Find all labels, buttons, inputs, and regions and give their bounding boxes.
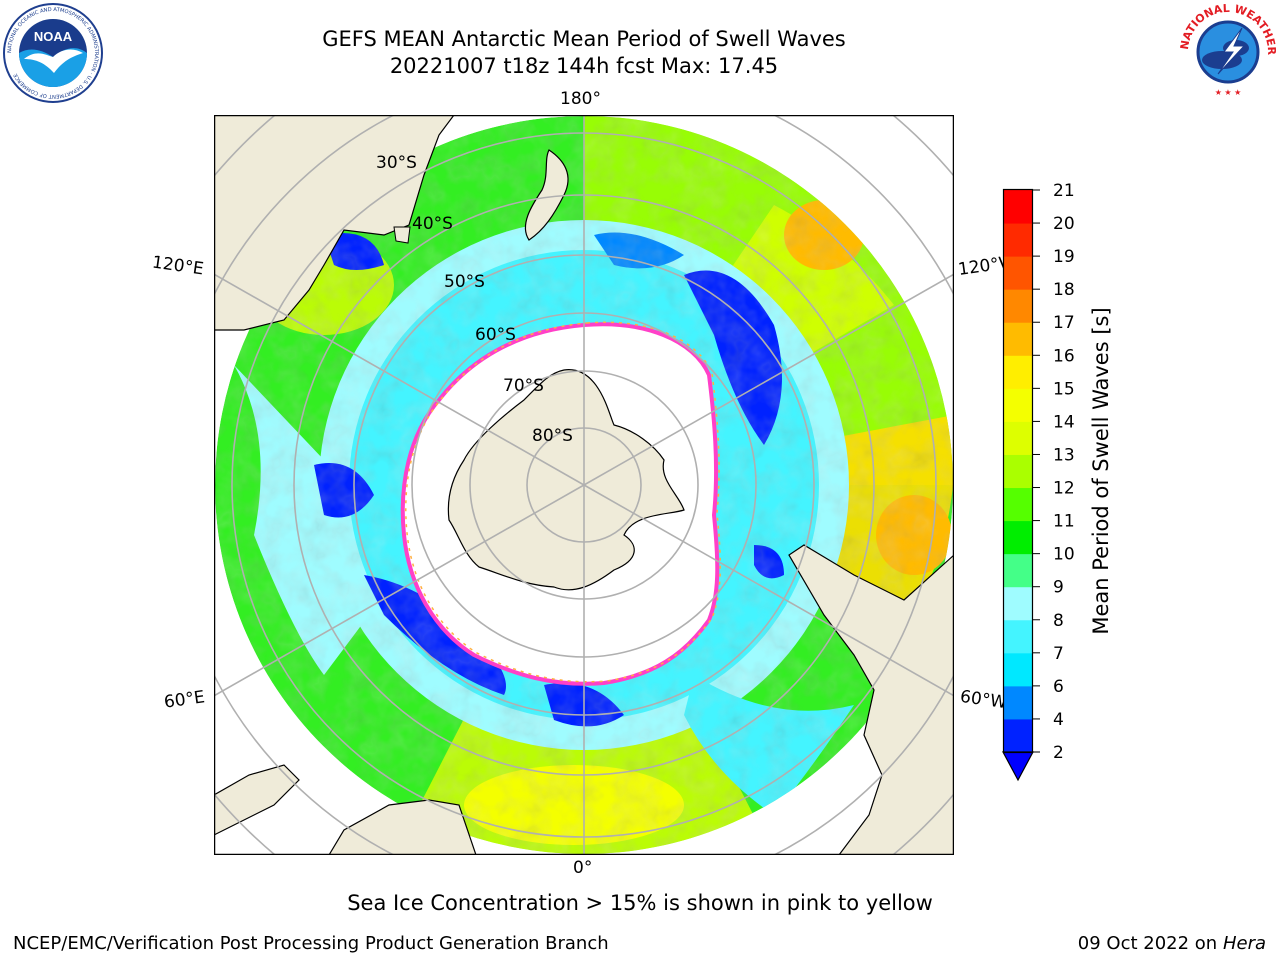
credit-host: Hera [1222, 933, 1266, 954]
colorbar-tick-label: 19 [1053, 247, 1075, 267]
colorbar-cell [1004, 223, 1032, 257]
polar-map: 30°S 40°S 50°S 60°S 70°S 80°S [214, 115, 954, 855]
colorbar-cell [1004, 256, 1032, 290]
colorbar-tick-label: 18 [1053, 280, 1075, 300]
credit-branch: NCEP/EMC/Verification Post Processing Pr… [13, 933, 609, 954]
colorbar-cell [1004, 421, 1032, 455]
colorbar-cells [1004, 190, 1032, 753]
colorbar-cell [1004, 586, 1032, 621]
colorbar-tick-label: 11 [1053, 512, 1075, 532]
colorbar-cell [1004, 388, 1032, 422]
south-america-land [788, 544, 954, 855]
colorbar-under-triangle [1001, 751, 1035, 782]
lat-label-30s: 30°S [376, 153, 417, 173]
colorbar-cell [1004, 322, 1032, 356]
colorbar-cell [1004, 190, 1032, 224]
colorbar-cell [1004, 355, 1032, 389]
colorbar-label: Mean Period of Swell Waves [s] [1089, 307, 1113, 634]
colorbar-tick-label: 2 [1053, 743, 1064, 763]
noaa-logo-icon: NOAA NATIONAL OCEANIC AND ATMOSPHERIC AD… [3, 3, 103, 103]
antarctica-land [447, 369, 685, 591]
colorbar-cell [1004, 520, 1032, 555]
chart-subtitle: 20221007 t18z 144h fcst Max: 17.45 [389, 54, 779, 78]
colorbar-tick-label: 20 [1053, 214, 1075, 234]
map-frame [214, 115, 954, 855]
colorbar-tick-label: 10 [1053, 545, 1075, 565]
noaa-logo-text: NOAA [34, 29, 73, 44]
lat-label-60s: 60°S [475, 325, 516, 345]
colorbar-cell [1004, 454, 1032, 489]
credit-date-text: 09 Oct 2022 on [1077, 933, 1218, 954]
colorbar-tick-label: 8 [1053, 611, 1064, 631]
colorbar-tick-label: 4 [1053, 710, 1064, 730]
colorbar-tick-label: 16 [1053, 346, 1075, 366]
lat-label-70s: 70°S [503, 376, 544, 396]
colorbar-cell [1004, 553, 1032, 588]
credit-date: 09 Oct 2022 on Hera [1078, 933, 1266, 954]
lon-label-120e: 120°E [150, 252, 205, 280]
colorbar-cell [1004, 652, 1032, 687]
graticule [214, 115, 954, 855]
africa-land [328, 799, 477, 855]
colorbar-tick-label: 6 [1053, 677, 1064, 697]
lon-label-180: 180° [560, 89, 601, 109]
colorbar-tick-label: 21 [1053, 181, 1075, 201]
new-zealand-land [524, 149, 569, 241]
lat-label-50s: 50°S [444, 272, 485, 292]
colorbar-tick-label: 17 [1053, 313, 1075, 333]
svg-text:★ ★ ★: ★ ★ ★ [1215, 88, 1242, 97]
colorbar-cell [1004, 619, 1032, 654]
colorbar-cell [1004, 289, 1032, 323]
colorbar: 2 4 6 7 8 9 10 11 12 13 14 15 16 17 18 19 20 21 Mean Peri… [1001, 181, 1113, 782]
lat-label-40s: 40°S [412, 214, 453, 234]
colorbar-tick-label: 15 [1053, 379, 1075, 399]
lat-label-80s: 80°S [532, 426, 573, 446]
colorbar-tick-label: 9 [1053, 578, 1064, 598]
lon-label-60e: 60°E [162, 687, 207, 713]
colorbar-tick-label: 12 [1053, 479, 1075, 499]
sea-ice-note: Sea Ice Concentration > 15% is shown in … [347, 891, 933, 915]
nws-logo-icon: NATIONAL WEATHER SERVICE ★ ★ ★ [1178, 2, 1278, 100]
colorbar-tick-label: 7 [1053, 644, 1064, 664]
colorbar-cell [1004, 685, 1032, 720]
colorbar-cell [1004, 718, 1032, 753]
australia-land [214, 115, 455, 331]
lon-label-0: 0° [573, 858, 593, 878]
chart-title: GEFS MEAN Antarctic Mean Period of Swell… [322, 27, 846, 51]
colorbar-cell [1004, 487, 1032, 522]
colorbar-tick-label: 13 [1053, 445, 1075, 465]
colorbar-tick-label: 14 [1053, 412, 1075, 432]
